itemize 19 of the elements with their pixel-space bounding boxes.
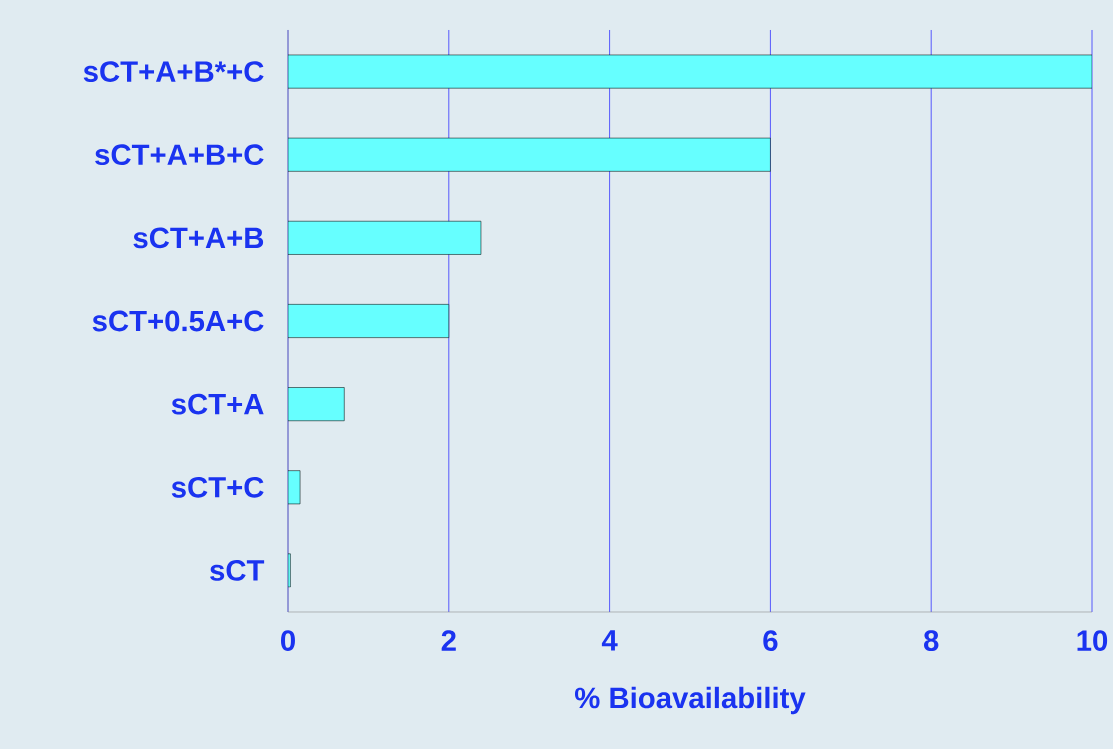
x-tick-label: 0 bbox=[281, 630, 295, 651]
bar bbox=[288, 304, 450, 338]
x-tick-label: 8 bbox=[923, 630, 939, 651]
y-tick-label: sCT+A bbox=[171, 393, 264, 415]
x-tick-label: 6 bbox=[763, 630, 778, 651]
y-tick-label: sCT+A+B+C bbox=[95, 144, 264, 166]
y-tick-label: sCT+A+B*+C bbox=[83, 61, 264, 82]
y-tick-label: sCT bbox=[210, 560, 265, 581]
x-tick-label: 2 bbox=[441, 630, 456, 651]
x-tick-label: 10 bbox=[1077, 630, 1108, 651]
y-tick-label: sCT+0.5A+C bbox=[92, 310, 264, 332]
y-tick-label: sCT+A+B bbox=[133, 227, 264, 249]
x-axis-title: % Bioavailability bbox=[574, 686, 806, 715]
bar bbox=[288, 54, 1092, 89]
bar bbox=[288, 137, 771, 172]
y-tick-label: sCT+C bbox=[171, 476, 264, 498]
bar bbox=[288, 387, 345, 422]
bar bbox=[288, 220, 482, 255]
x-tick-label: 4 bbox=[601, 630, 618, 651]
